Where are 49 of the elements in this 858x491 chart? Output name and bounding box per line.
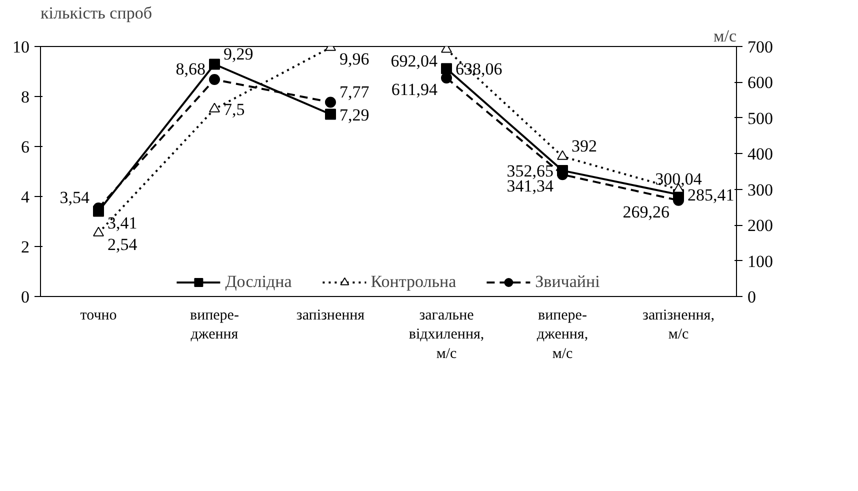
data-label: 3,54: [60, 188, 90, 207]
data-label: 300,04: [655, 169, 702, 188]
data-label: 692,04: [390, 51, 438, 70]
y2-axis-title: м/с: [713, 26, 737, 46]
data-label: 269,26: [622, 202, 670, 222]
x-tick-label: загальне відхилення, м/с: [408, 308, 484, 362]
point: [209, 74, 220, 85]
legend-label: Контрольна: [370, 272, 456, 292]
y2-tick-label: 700: [748, 38, 773, 56]
data-label: 8,68: [176, 60, 206, 78]
y-tick-label: 4: [21, 188, 30, 206]
data-label: 392: [572, 136, 597, 156]
legend-label: Звичайні: [535, 272, 600, 292]
point: [441, 63, 452, 74]
y2-tick-label: 100: [748, 252, 773, 271]
x-tick-label: запізнення, м/с: [642, 308, 714, 343]
data-label: 638,06: [456, 60, 502, 79]
data-label: 285,41: [688, 186, 734, 205]
point: [557, 150, 568, 160]
y-tick-label: 8: [21, 88, 30, 106]
data-label: 7,5: [224, 100, 245, 119]
point: [325, 108, 336, 120]
y-tick-label: 2: [21, 238, 30, 256]
x-tick-label: запізнення: [296, 308, 365, 324]
legend-label: Дослідна: [225, 272, 292, 292]
point: [325, 96, 336, 108]
y2-tick-label: 200: [748, 216, 773, 236]
data-label: 3,41: [108, 213, 138, 232]
data-label: 352,65: [506, 162, 554, 181]
data-label: 611,94: [391, 80, 438, 99]
data-label: 7,77: [340, 82, 370, 102]
y2-tick-label: 0: [748, 288, 756, 306]
x-tick-label: точно: [80, 308, 117, 324]
y2-tick-label: 400: [748, 144, 773, 164]
data-label: 2,54: [108, 235, 138, 254]
y-tick-label: 0: [21, 288, 30, 306]
data-label: 7,29: [340, 105, 370, 124]
y-tick-label: 10: [12, 38, 30, 56]
y2-tick-label: 600: [748, 73, 773, 92]
y2-tick-label: 300: [748, 180, 773, 200]
x-tick-label: випере- дження: [190, 308, 239, 343]
data-label: 9,96: [340, 50, 370, 68]
point: [93, 226, 104, 236]
data-label: 9,29: [224, 44, 254, 64]
x-tick-label: випере- дження, м/с: [536, 308, 588, 362]
y-tick-label: 6: [21, 138, 30, 156]
y2-tick-label: 500: [748, 108, 773, 128]
y-axis-title: кількість спроб: [40, 4, 152, 22]
point: [209, 58, 220, 70]
